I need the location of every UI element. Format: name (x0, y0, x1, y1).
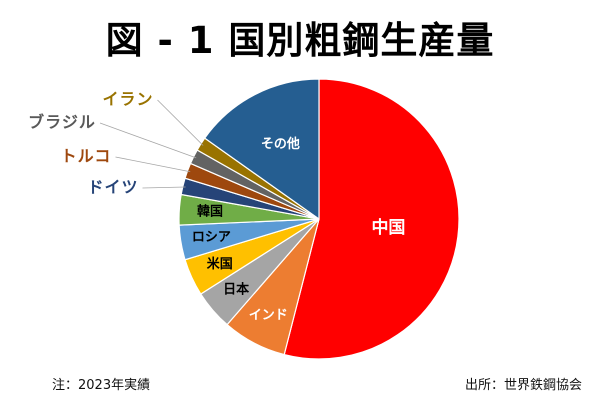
slice-label: 中国 (371, 217, 405, 238)
pie-slice (203, 78, 320, 221)
slice-label: 韓国 (197, 203, 223, 219)
source-credit: 出所：世界鉄鋼協会 (464, 378, 582, 393)
slice-label: ドイツ (87, 178, 138, 197)
leader-line (99, 122, 197, 159)
slice-label: 日本 (223, 282, 249, 298)
slice-label: トルコ (61, 147, 112, 166)
leader-lines (99, 99, 204, 189)
chart-title: 図 - 1 国別粗鋼生産量 (105, 19, 495, 62)
leader-line (115, 156, 191, 173)
slice-label: その他 (261, 136, 300, 152)
leader-line (142, 186, 186, 189)
slice-label: ロシア (192, 230, 231, 245)
slice-label: ブラジル (28, 113, 96, 132)
leader-line (157, 99, 204, 146)
pie-slices (178, 78, 460, 360)
slice-label: 米国 (207, 256, 233, 272)
pie-slice (283, 78, 460, 360)
slice-label: イラン (102, 90, 153, 109)
slice-label: インド (249, 308, 288, 323)
footnote: 注：2023年実績 (52, 378, 151, 393)
